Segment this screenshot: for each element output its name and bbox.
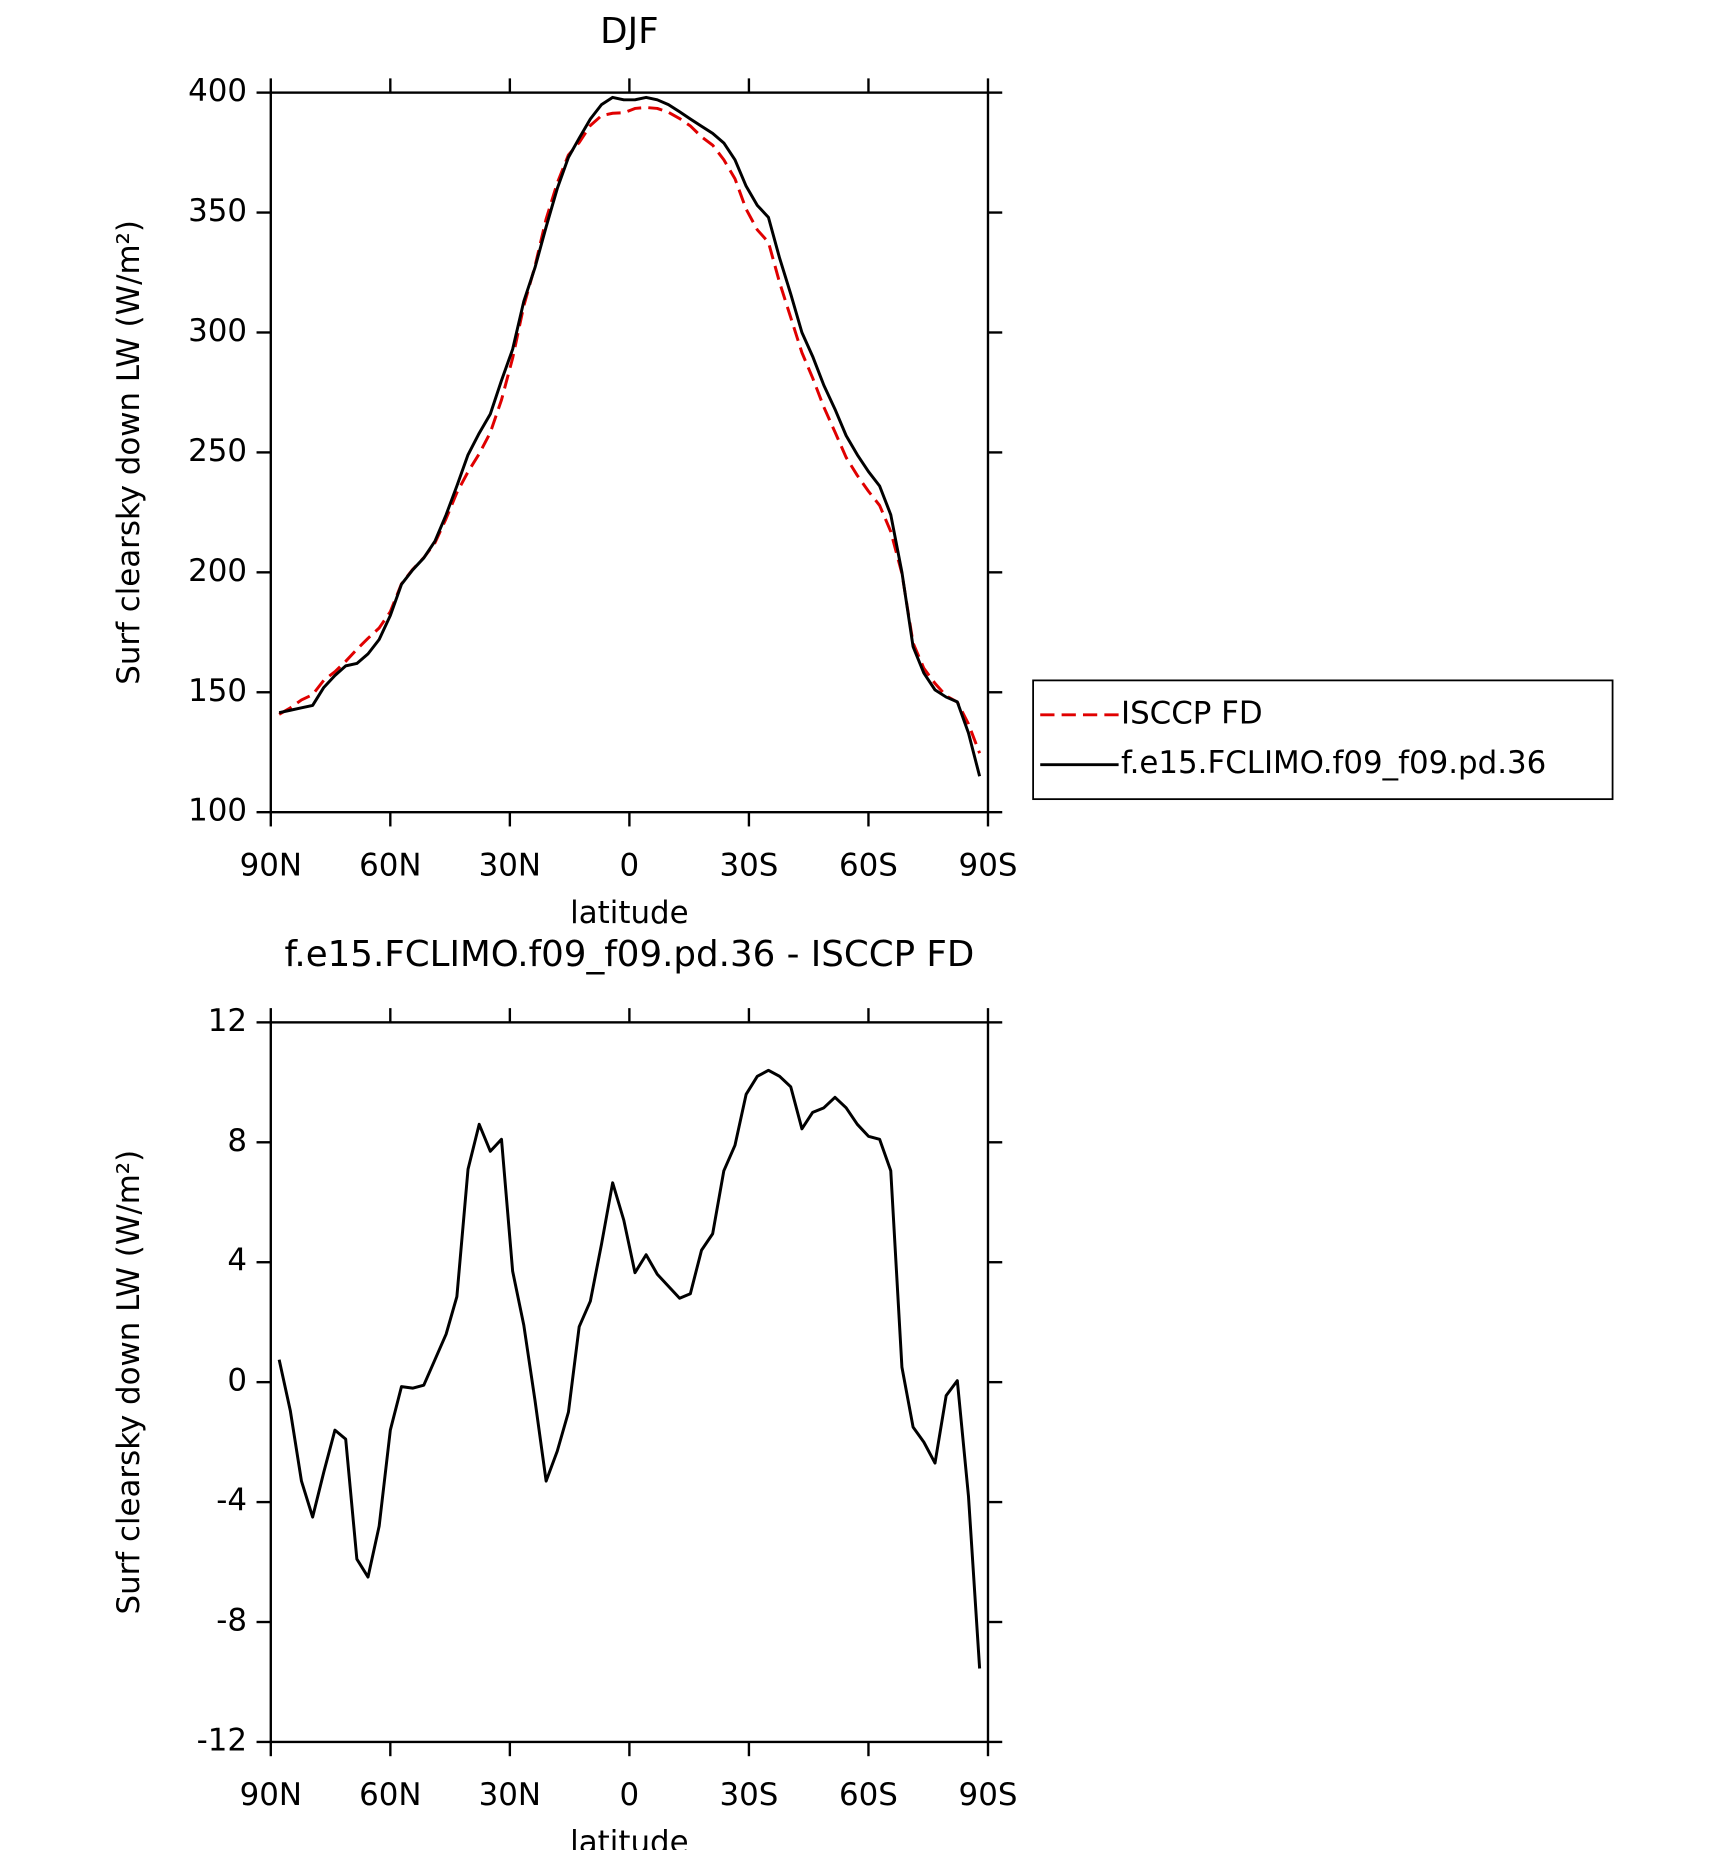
x-tick-label: 30S xyxy=(719,847,778,883)
data-line xyxy=(277,1068,982,1669)
x-tick-label: 60N xyxy=(359,847,421,883)
x-tick-label: 60N xyxy=(359,1777,421,1813)
x-tick-label: 0 xyxy=(620,847,640,883)
plot-frame xyxy=(269,1021,990,1744)
y-tick-label: 350 xyxy=(188,193,247,229)
x-tick-label: 60S xyxy=(839,1777,898,1813)
x-tick-label: 60S xyxy=(839,847,898,883)
x-tick-label: 90N xyxy=(240,847,302,883)
x-tick-label: 0 xyxy=(620,1777,640,1813)
y-axis-label: Surf clearsky down LW (W/m²) xyxy=(111,1150,147,1615)
y-tick-label: 4 xyxy=(227,1243,247,1279)
legend-box xyxy=(1032,679,1614,801)
y-tick-label: -8 xyxy=(216,1603,247,1639)
x-tick-label: 90N xyxy=(240,1777,302,1813)
chart-title: DJF xyxy=(600,11,658,52)
y-tick-label: 250 xyxy=(188,433,247,469)
y-tick-label: 12 xyxy=(208,1003,247,1039)
legend-label: ISCCP FD xyxy=(1121,695,1263,731)
y-tick-label: 0 xyxy=(227,1363,247,1399)
x-tick-label: 90S xyxy=(959,1777,1018,1813)
x-tick-label: 30N xyxy=(479,847,541,883)
y-tick-label: 400 xyxy=(188,73,247,109)
x-tick-label: 90S xyxy=(959,847,1018,883)
x-axis-label: latitude xyxy=(570,1825,688,1850)
data-line xyxy=(278,95,982,777)
y-axis-label: Surf clearsky down LW (W/m²) xyxy=(111,220,147,685)
y-tick-label: -4 xyxy=(216,1483,247,1519)
legend-label: f.e15.FCLIMO.f09_f09.pd.36 xyxy=(1121,745,1546,781)
y-tick-label: 150 xyxy=(188,673,247,709)
y-tick-label: 8 xyxy=(227,1123,247,1159)
x-tick-label: 30S xyxy=(719,1777,778,1813)
y-tick-label: 100 xyxy=(188,793,247,829)
y-tick-label: -12 xyxy=(197,1722,247,1758)
data-line xyxy=(278,106,982,754)
y-tick-label: 200 xyxy=(188,553,247,589)
x-axis-label: latitude xyxy=(570,895,688,931)
y-tick-label: 300 xyxy=(188,313,247,349)
plot-frame xyxy=(269,91,990,814)
x-tick-label: 30N xyxy=(479,1777,541,1813)
chart-title: f.e15.FCLIMO.f09_f09.pd.36 - ISCCP FD xyxy=(284,934,974,975)
